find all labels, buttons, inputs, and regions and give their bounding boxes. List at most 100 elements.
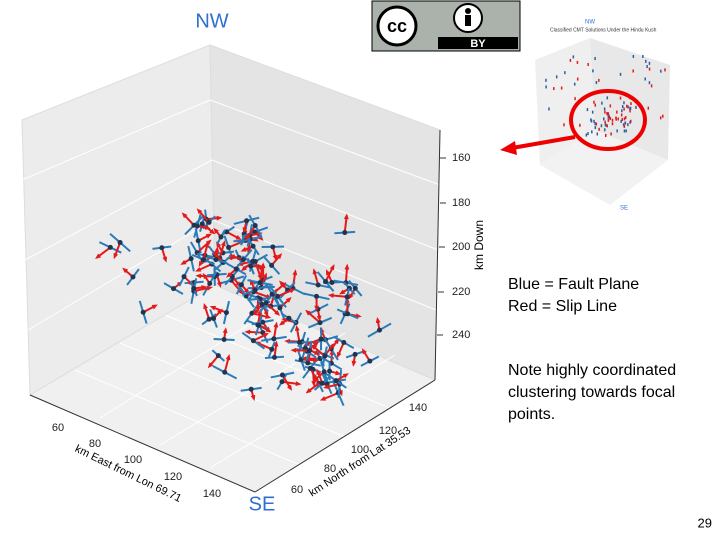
event [302,345,308,351]
inset-title: Classified CMT Solutions Under the Hindu… [550,27,657,33]
inset-glyph [623,101,625,105]
slip-arrow [263,310,269,318]
y-tick-label: 140 [409,402,427,414]
y-tick-label: 80 [324,463,336,475]
event [271,354,277,360]
event [318,336,324,342]
slip-arrow [314,305,320,312]
slip-arrow [213,227,219,234]
inset-glyph [662,114,664,118]
event [248,263,254,269]
inset-glyph [563,123,565,127]
inset-glyph [624,116,627,120]
event [191,285,197,291]
slip-arrow [292,269,298,276]
x-tick-label: 120 [164,471,182,483]
inset-glyph [621,105,624,109]
slip-arrow [305,388,312,394]
inset-glyph [595,122,598,126]
z-tick-label: 220 [452,286,470,298]
slip-arrow [262,333,269,338]
inset-glyph [664,68,666,72]
event [296,339,302,345]
event [223,310,229,316]
inset-glyph [647,106,650,110]
slip-arrow [279,280,285,287]
x-ticks: 60 80 100 120 140 [52,422,221,500]
event [222,369,228,375]
slip-arrow [262,272,268,279]
event [221,337,227,343]
event [233,266,239,272]
slip-arrow [237,288,244,295]
event [170,286,176,292]
slip-line [193,286,210,293]
slip-arrow [319,396,327,401]
inset-glyph [616,129,618,133]
slip-arrow [285,297,292,303]
slip-arrow [198,260,204,268]
inset-glyph [545,85,547,89]
inset-glyph [623,107,625,111]
slip-arrow [327,293,334,298]
inset-glyph [620,119,622,123]
slip-arrow [235,235,242,240]
event [252,223,258,229]
inset-glyph [587,132,589,136]
inset-glyph [648,81,651,85]
note-line: Note highly coordinated [508,362,676,379]
slip-arrow [375,317,381,324]
slip-arrow [259,263,265,270]
inset-glyph [545,78,547,82]
event [322,353,328,359]
slip-line [228,240,243,249]
z-ticks: 160 180 200 220 240 [437,152,470,341]
event [250,338,256,344]
inset-glyph [572,55,575,59]
slip-arrow [201,285,208,290]
event [181,274,187,280]
inset-glyph [595,81,598,85]
inset-glyph [606,111,608,115]
slip-arrow [205,239,212,246]
slip-arrow [217,308,223,315]
inset-glyph [604,123,607,127]
slip-line [343,217,348,233]
inset-glyph [646,65,648,69]
slip-arrow [204,241,210,248]
event [271,336,277,342]
event [286,315,292,321]
inset-glyph [593,119,595,123]
inset-glyph [648,61,651,65]
event [250,258,256,264]
slip-arrow [312,375,319,382]
event [269,346,275,352]
slip-arrow [181,212,188,219]
inset-se: SE [620,206,628,212]
event [277,305,283,311]
inset-glyph [632,55,635,59]
slip-line [281,380,298,385]
event [315,282,321,288]
inset-glyph [627,123,629,127]
slip-arrow [323,384,330,390]
event [199,221,205,227]
inset-glyph [648,67,651,71]
event [194,223,200,229]
inset-glyph [635,105,637,109]
event [211,315,217,321]
slip-line [324,267,334,283]
event [238,282,244,288]
slip-arrow [180,259,187,265]
inset-glyph [606,96,609,100]
nw-label: NW [195,10,228,32]
event [324,381,330,387]
slip-arrow [289,288,296,294]
slip-arrow [329,264,335,271]
slip-arrow [207,362,214,369]
slip-line [307,311,321,324]
event [213,257,219,263]
inset-glyph [645,59,647,63]
event [329,279,335,285]
